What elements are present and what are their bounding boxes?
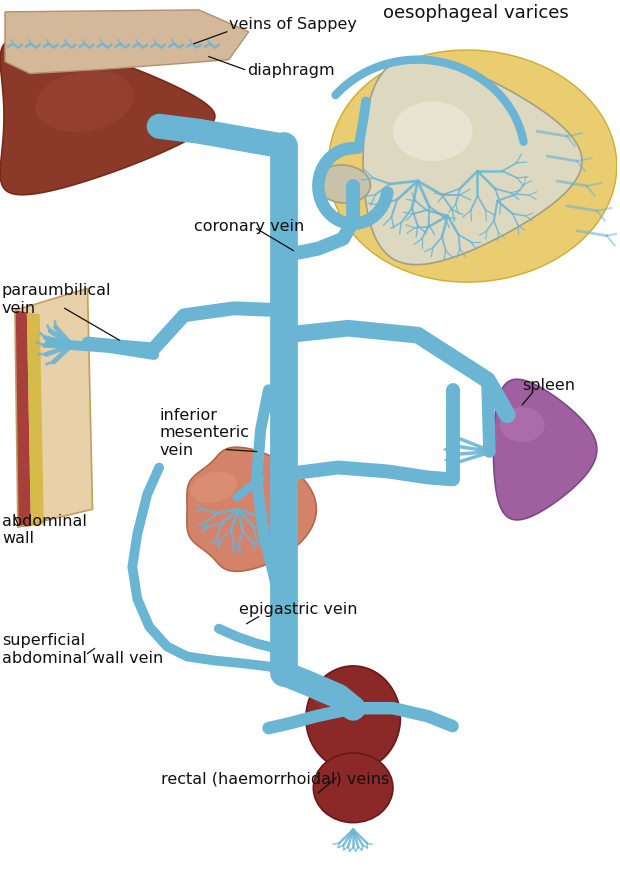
Polygon shape [0,39,215,196]
Ellipse shape [190,472,237,503]
Polygon shape [5,11,249,75]
Polygon shape [494,380,597,521]
Ellipse shape [306,667,401,771]
Polygon shape [328,51,617,282]
Ellipse shape [393,103,472,162]
Text: paraumbilical
vein: paraumbilical vein [2,282,112,315]
Text: superficial
abdominal wall vein: superficial abdominal wall vein [2,633,163,665]
Text: veins of Sappey: veins of Sappey [229,17,356,32]
Polygon shape [187,448,316,572]
Ellipse shape [313,753,393,823]
Polygon shape [15,289,92,527]
Ellipse shape [316,166,371,203]
Polygon shape [363,58,582,265]
Text: inferior
mesenteric
vein: inferior mesenteric vein [159,408,249,457]
Ellipse shape [312,681,354,712]
Ellipse shape [35,71,134,133]
Text: diaphragm: diaphragm [247,63,334,78]
Text: coronary vein: coronary vein [194,219,304,234]
Text: abdominal
wall: abdominal wall [2,514,87,546]
Polygon shape [15,311,31,527]
Ellipse shape [500,408,544,442]
Text: rectal (haemorrhoidal) veins: rectal (haemorrhoidal) veins [161,771,389,786]
Text: oesophageal varices: oesophageal varices [383,3,569,22]
Polygon shape [27,313,44,527]
Text: spleen: spleen [522,378,575,393]
Text: epigastric vein: epigastric vein [239,601,357,616]
